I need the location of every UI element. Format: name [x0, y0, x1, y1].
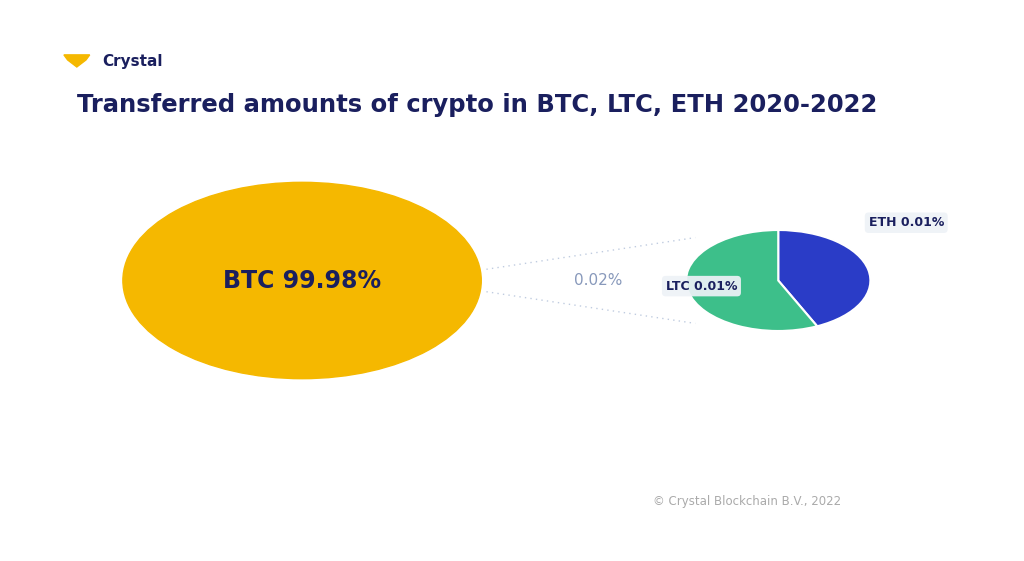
Text: ETH 0.01%: ETH 0.01%	[868, 216, 944, 229]
Text: Transferred amounts of crypto in BTC, LTC, ETH 2020-2022: Transferred amounts of crypto in BTC, LT…	[77, 93, 878, 117]
Circle shape	[123, 182, 481, 379]
Wedge shape	[686, 230, 817, 331]
Text: © Crystal Blockchain B.V., 2022: © Crystal Blockchain B.V., 2022	[653, 495, 842, 508]
Text: Crystal: Crystal	[102, 54, 163, 68]
Text: LTC 0.01%: LTC 0.01%	[666, 279, 737, 293]
Polygon shape	[63, 55, 90, 67]
Wedge shape	[778, 230, 870, 327]
Text: 0.02%: 0.02%	[574, 273, 623, 288]
Text: BTC 99.98%: BTC 99.98%	[223, 269, 381, 292]
